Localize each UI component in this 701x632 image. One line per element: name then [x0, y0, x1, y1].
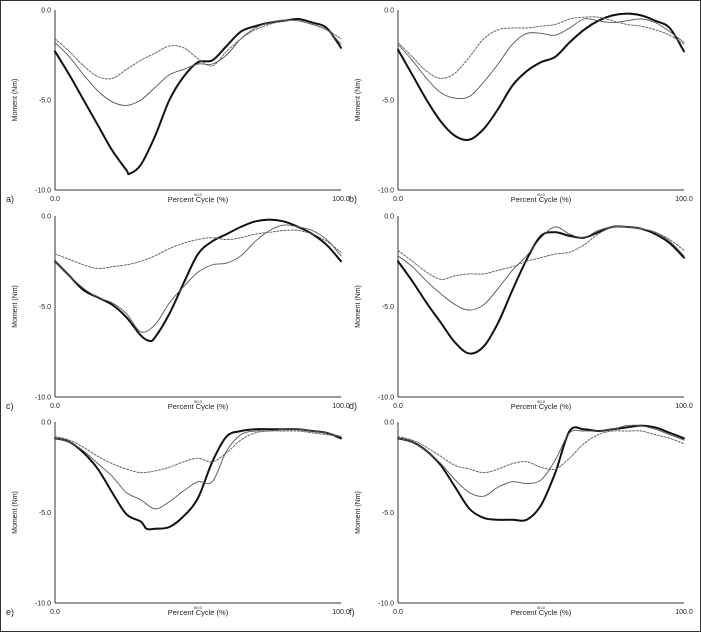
series-line-thin — [397, 226, 685, 311]
x-tick-label: 0.0 — [50, 403, 60, 410]
series-line-dotted — [397, 16, 685, 79]
x-tick-label: 100.0 — [675, 403, 693, 410]
panel-label: a) — [6, 194, 14, 204]
series-line-thin — [397, 18, 685, 100]
series-line-thick — [54, 218, 342, 343]
y-tick-label: -10.0 — [378, 395, 394, 402]
series-line-thick — [54, 17, 342, 176]
y-tick-label: 0.0 — [41, 8, 51, 15]
series-line-dotted — [397, 225, 685, 280]
y-axis-title: Moment (Nm) — [12, 285, 19, 328]
panel-label: b) — [349, 194, 357, 204]
y-axis-title: Moment (Nm) — [355, 491, 362, 534]
series-line-thin — [54, 428, 342, 510]
x-axis-title: Percent Cycle (%) — [511, 402, 572, 411]
x-tick-label: 50.0 — [194, 399, 203, 404]
x-tick-label: 100.0 — [675, 196, 693, 203]
panel-label: d) — [349, 401, 357, 411]
y-tick-label: 0.0 — [384, 8, 394, 15]
x-tick-label: 0.0 — [50, 196, 60, 203]
y-axis-title: Moment (Nm) — [355, 285, 362, 328]
x-tick-label: 100.0 — [332, 196, 350, 203]
panel-label: c) — [6, 401, 14, 411]
y-axis-title: Moment (Nm) — [12, 79, 19, 122]
series-line-dotted — [397, 430, 685, 474]
y-tick-label: -5.0 — [382, 98, 394, 105]
x-tick-label: 0.0 — [393, 196, 403, 203]
x-tick-label: 0.0 — [50, 609, 60, 616]
x-tick-label: 0.0 — [393, 403, 403, 410]
x-tick-label: 100.0 — [332, 403, 350, 410]
x-tick-label: 50.0 — [537, 192, 546, 197]
x-tick-label: 100.0 — [332, 609, 350, 616]
x-axis-title: Percent Cycle (%) — [168, 195, 229, 204]
y-tick-label: 0.0 — [384, 420, 394, 427]
x-axis-title: Percent Cycle (%) — [168, 608, 229, 617]
series-line-thin — [54, 19, 342, 106]
panel-label: e) — [6, 607, 14, 617]
x-tick-label: 0.0 — [393, 609, 403, 616]
y-tick-label: -5.0 — [382, 304, 394, 311]
y-axis-title: Moment (Nm) — [355, 79, 362, 122]
series-line-dotted — [54, 430, 342, 474]
series-line-thick — [397, 424, 685, 522]
x-axis-title: Percent Cycle (%) — [168, 402, 229, 411]
x-tick-label: 50.0 — [194, 192, 203, 197]
y-axis-title: Moment (Nm) — [12, 491, 19, 534]
panel-label: f) — [349, 607, 355, 617]
y-tick-label: -5.0 — [39, 510, 51, 517]
series-line-thick — [397, 225, 685, 355]
series-line-thin — [397, 424, 685, 497]
y-tick-label: 0.0 — [384, 214, 394, 221]
y-tick-label: 0.0 — [41, 214, 51, 221]
y-tick-label: -5.0 — [39, 304, 51, 311]
series-line-thin — [54, 224, 342, 333]
x-tick-label: 50.0 — [194, 605, 203, 610]
x-tick-label: 100.0 — [675, 609, 693, 616]
y-tick-label: 0.0 — [41, 420, 51, 427]
series-line-dotted — [54, 19, 342, 80]
x-tick-label: 50.0 — [537, 605, 546, 610]
x-axis-title: Percent Cycle (%) — [511, 195, 572, 204]
series-line-thick — [397, 12, 685, 141]
y-tick-label: -5.0 — [39, 98, 51, 105]
series-line-dotted — [54, 229, 342, 270]
y-tick-label: -10.0 — [35, 395, 51, 402]
y-tick-label: -10.0 — [35, 188, 51, 195]
y-tick-label: -10.0 — [35, 601, 51, 608]
x-tick-label: 50.0 — [537, 399, 546, 404]
series-line-thick — [54, 428, 342, 531]
y-tick-label: -10.0 — [378, 601, 394, 608]
y-tick-label: -5.0 — [382, 510, 394, 517]
y-tick-label: -10.0 — [378, 188, 394, 195]
x-axis-title: Percent Cycle (%) — [511, 608, 572, 617]
